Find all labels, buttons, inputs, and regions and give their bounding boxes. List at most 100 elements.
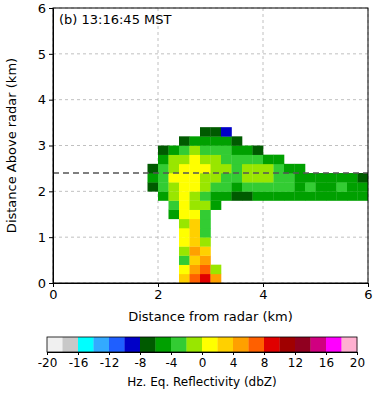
cell — [179, 228, 190, 237]
cell — [179, 274, 190, 283]
cell — [179, 246, 190, 255]
cell — [284, 182, 295, 191]
cell — [347, 191, 358, 200]
tick-mark — [49, 8, 53, 9]
colorbar-swatch — [63, 337, 79, 352]
cell — [211, 136, 222, 145]
tick-label: 8 — [261, 356, 269, 370]
tick-label: 6 — [364, 287, 372, 302]
cell — [232, 146, 243, 155]
cell — [295, 164, 306, 173]
tick-label: 4 — [230, 356, 238, 370]
cell — [169, 164, 180, 173]
cell — [179, 182, 190, 191]
cell — [263, 164, 274, 173]
tick: 4 — [259, 283, 267, 302]
cell — [190, 201, 201, 210]
cell — [190, 182, 201, 191]
cell — [242, 164, 253, 173]
cell — [179, 210, 190, 219]
cell — [200, 191, 211, 200]
cell — [284, 164, 295, 173]
cell — [190, 256, 201, 265]
cell — [200, 173, 211, 182]
cell — [263, 155, 274, 164]
tick-label: -8 — [135, 356, 147, 370]
cell — [211, 164, 222, 173]
tick-label: 0 — [199, 356, 207, 370]
cell — [200, 246, 211, 255]
tick-label: 5 — [38, 46, 46, 61]
y-axis: 0123456 — [38, 1, 54, 291]
cell — [190, 210, 201, 219]
tick: 4 — [230, 352, 238, 370]
cell — [179, 256, 190, 265]
cell — [158, 164, 169, 173]
cell — [179, 237, 190, 246]
cell — [190, 246, 201, 255]
tick: 6 — [364, 283, 372, 302]
cell — [190, 173, 201, 182]
cell — [179, 164, 190, 173]
cell — [211, 173, 222, 182]
tick-mark — [49, 146, 53, 147]
tick-label: 16 — [319, 356, 334, 370]
cell — [179, 201, 190, 210]
tick: 0 — [199, 352, 207, 370]
cell — [232, 164, 243, 173]
cell — [358, 173, 369, 182]
colorbar-swatch — [125, 337, 141, 352]
tick: 8 — [261, 352, 269, 370]
cell — [316, 182, 327, 191]
cell — [200, 127, 211, 136]
cell — [337, 182, 348, 191]
cell — [221, 173, 232, 182]
cell — [221, 155, 232, 164]
cell — [326, 191, 337, 200]
tick-label: -4 — [166, 356, 178, 370]
cell — [305, 182, 316, 191]
cell — [284, 191, 295, 200]
tick-mark — [49, 100, 53, 101]
cell — [295, 173, 306, 182]
cell — [347, 182, 358, 191]
tick-label: 0 — [38, 276, 46, 291]
cell — [200, 274, 211, 283]
colorbar-frame — [47, 337, 357, 352]
tick: 2 — [38, 184, 53, 199]
tick-label: -16 — [69, 356, 89, 370]
cell — [190, 191, 201, 200]
cell — [232, 155, 243, 164]
cell — [263, 191, 274, 200]
cell — [274, 182, 285, 191]
tick-label: 20 — [350, 356, 365, 370]
cell — [221, 146, 232, 155]
cell — [274, 155, 285, 164]
cell — [200, 201, 211, 210]
cell — [200, 155, 211, 164]
cell — [158, 191, 169, 200]
cell — [221, 127, 232, 136]
cell — [253, 164, 264, 173]
cell — [200, 182, 211, 191]
cell — [347, 173, 358, 182]
cell — [190, 164, 201, 173]
cell — [148, 173, 159, 182]
colorbar-swatch — [202, 337, 218, 352]
cell — [211, 191, 222, 200]
cell — [274, 173, 285, 182]
cell — [169, 155, 180, 164]
colorbar-swatch — [249, 337, 265, 352]
colorbar-swatch — [295, 337, 311, 352]
colorbar-swatch — [187, 337, 203, 352]
colorbar-swatch — [156, 337, 172, 352]
grid — [53, 8, 368, 283]
title: (b) 13:16:45 MST — [59, 12, 172, 27]
cell — [169, 173, 180, 182]
cell — [295, 191, 306, 200]
colorbar — [47, 337, 357, 352]
cell — [179, 191, 190, 200]
cell — [169, 182, 180, 191]
tick: 4 — [38, 92, 53, 107]
tick: 6 — [38, 1, 53, 16]
